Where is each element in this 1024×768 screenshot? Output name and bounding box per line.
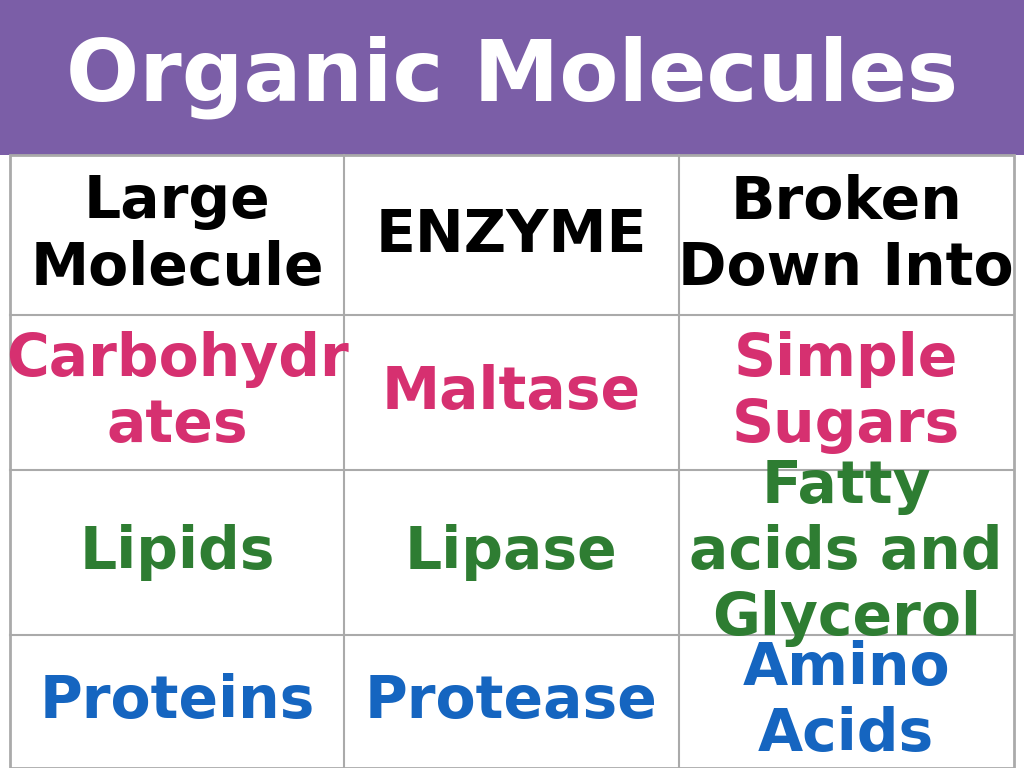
Bar (10, 155, 1014, 768)
Text: ENZYME: ENZYME (376, 207, 647, 263)
Text: Organic Molecules: Organic Molecules (66, 36, 958, 119)
Text: Lipids: Lipids (80, 524, 275, 581)
Bar (10, 155, 1014, 768)
Text: Maltase: Maltase (382, 364, 641, 421)
Text: Lipase: Lipase (406, 524, 617, 581)
Text: Broken
Down Into: Broken Down Into (678, 174, 1014, 296)
Text: Large
Molecule: Large Molecule (31, 174, 325, 296)
Text: Fatty
acids and
Glycerol: Fatty acids and Glycerol (689, 458, 1002, 647)
Text: Protease: Protease (366, 673, 658, 730)
Bar (0, 0, 1024, 155)
Text: Carbohydr
ates: Carbohydr ates (6, 331, 349, 454)
Text: Amino
Acids: Amino Acids (742, 640, 950, 763)
Text: Simple
Sugars: Simple Sugars (732, 331, 961, 454)
Text: Proteins: Proteins (40, 673, 315, 730)
